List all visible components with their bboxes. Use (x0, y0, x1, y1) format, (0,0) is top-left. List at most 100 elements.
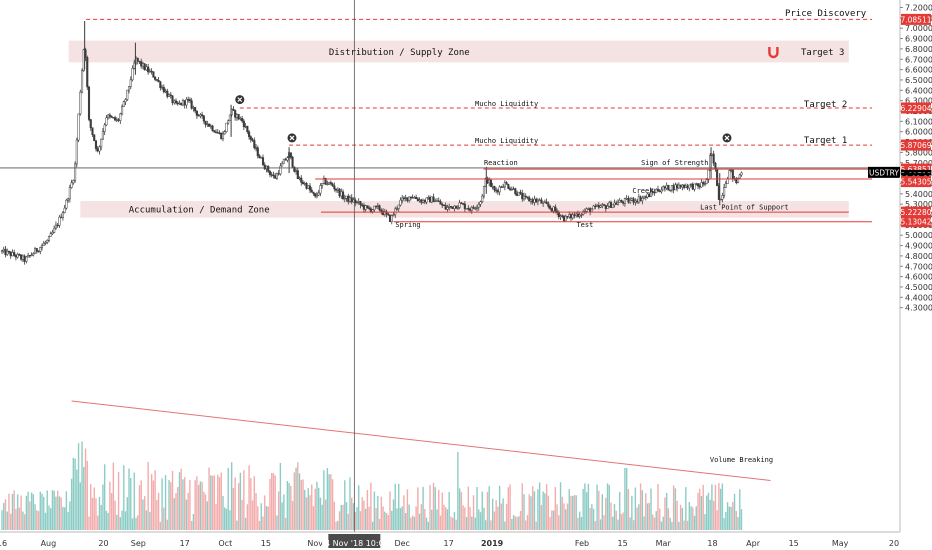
volume-bar-144 (251, 500, 254, 530)
candle-body-344 (599, 205, 602, 208)
volume-bar-31 (55, 496, 57, 530)
candle-body-325 (566, 215, 569, 218)
volume-bar-274 (478, 509, 480, 530)
candle-body-336 (585, 208, 588, 212)
price-tick-label-7: 6.50000 (905, 76, 932, 85)
candle-body-404 (703, 183, 707, 185)
volume-bar-190 (331, 479, 334, 530)
volume-bar-214 (373, 491, 376, 530)
candle-body-193 (336, 188, 339, 191)
candle-body-180 (314, 193, 317, 197)
volume-bar-278 (485, 520, 487, 530)
volume-bar-201 (351, 497, 353, 530)
volume-bar-150 (262, 516, 264, 530)
price-tick-label-2: 7.00000 (905, 24, 932, 33)
volume-bar-199 (347, 513, 349, 530)
volume-bar-236 (411, 515, 414, 530)
candle-body-106 (185, 99, 188, 106)
candle-body-67 (117, 119, 120, 121)
volume-bar-309 (538, 482, 541, 530)
volume-bar-204 (356, 507, 358, 530)
volume-bar-347 (605, 497, 607, 530)
volume-bar-15 (27, 491, 29, 530)
volume-bar-17 (30, 492, 33, 530)
candle-body-254 (442, 204, 446, 207)
time-tick-label-6: 15 (261, 539, 271, 548)
volume-bar-243 (424, 509, 426, 530)
candle-body-288 (502, 186, 505, 188)
candle-body-349 (608, 202, 611, 207)
candle-body-307 (535, 198, 538, 203)
volume-bar-376 (655, 511, 657, 530)
candles-layer (0, 20, 743, 265)
candle-body-352 (613, 202, 616, 206)
candle-body-240 (418, 199, 421, 201)
volume-bar-82 (143, 496, 146, 530)
candle-body-310 (540, 199, 543, 204)
candle-body-377 (656, 189, 660, 192)
candle-body-331 (576, 213, 579, 217)
volume-bar-207 (361, 497, 363, 530)
time-tick-label-18: 20 (889, 539, 899, 548)
candle-body-58 (101, 131, 104, 140)
volume-bar-365 (636, 507, 638, 530)
volume-bar-61 (107, 512, 109, 530)
candle-body-360 (627, 198, 630, 203)
volume-bar-342 (596, 484, 598, 530)
candle-body-190 (331, 183, 334, 187)
volume-bar-151 (264, 495, 266, 530)
price-tag-1 (901, 102, 931, 114)
volume-bar-92 (161, 478, 163, 530)
candle-body-392 (683, 184, 686, 188)
volume-bar-81 (142, 499, 144, 530)
volume-bar-351 (612, 516, 614, 530)
candle-body-37 (65, 199, 68, 209)
candle-body-27 (47, 236, 51, 241)
price-axis[interactable]: 7.200007.100007.000006.900006.800006.700… (899, 0, 932, 550)
volume-bar-44 (77, 443, 80, 530)
candle-body-227 (395, 208, 399, 210)
candle-body-313 (545, 201, 548, 204)
volume-bar-193 (337, 520, 339, 530)
volume-bar-158 (276, 515, 278, 530)
circle-x-cross (237, 97, 243, 103)
time-axis[interactable]: 16 Aug 20 Sep 17 Oct 15 Nov Dec 17 2019 Feb 15 Mar 18 A… (0, 531, 932, 550)
volume-bar-326 (568, 489, 570, 530)
candle-body-397 (691, 183, 694, 190)
volume-bar-11 (20, 495, 22, 530)
circle-x-icon (287, 133, 297, 143)
candle-body-373 (649, 191, 653, 197)
candle-body-302 (526, 196, 529, 198)
volume-bar-57 (100, 504, 102, 530)
volume-bar-65 (114, 500, 116, 530)
volume-bar-300 (523, 494, 525, 530)
volume-bar-296 (516, 516, 518, 530)
candle-body-162 (282, 158, 285, 164)
candle-body-316 (550, 208, 553, 212)
candle-body-241 (420, 199, 423, 203)
candle-body-343 (597, 205, 600, 208)
volume-bar-166 (290, 485, 292, 530)
candle-body-369 (643, 196, 646, 199)
time-tick-label-8: Dec (394, 539, 409, 548)
candle-body-379 (660, 189, 663, 193)
candle-body-405 (705, 179, 708, 184)
candle-body-186 (324, 178, 327, 185)
volume-bar-248 (432, 482, 435, 530)
volume-bar-62 (109, 481, 111, 530)
volume-bar-172 (300, 479, 302, 530)
volume-bar-205 (358, 485, 360, 530)
volume-bar-103 (180, 468, 182, 530)
price-tick-label-5: 6.70000 (905, 55, 932, 64)
candle-body-41 (72, 180, 75, 184)
label-reaction: Reaction (484, 159, 518, 167)
volume-bar-86 (150, 474, 153, 530)
volume-bar-132 (230, 462, 233, 530)
candle-body-12 (21, 255, 24, 260)
candle-body-363 (632, 198, 635, 203)
volume-bar-388 (676, 500, 678, 530)
candle-body-223 (388, 214, 392, 222)
candle-body-356 (620, 200, 623, 203)
